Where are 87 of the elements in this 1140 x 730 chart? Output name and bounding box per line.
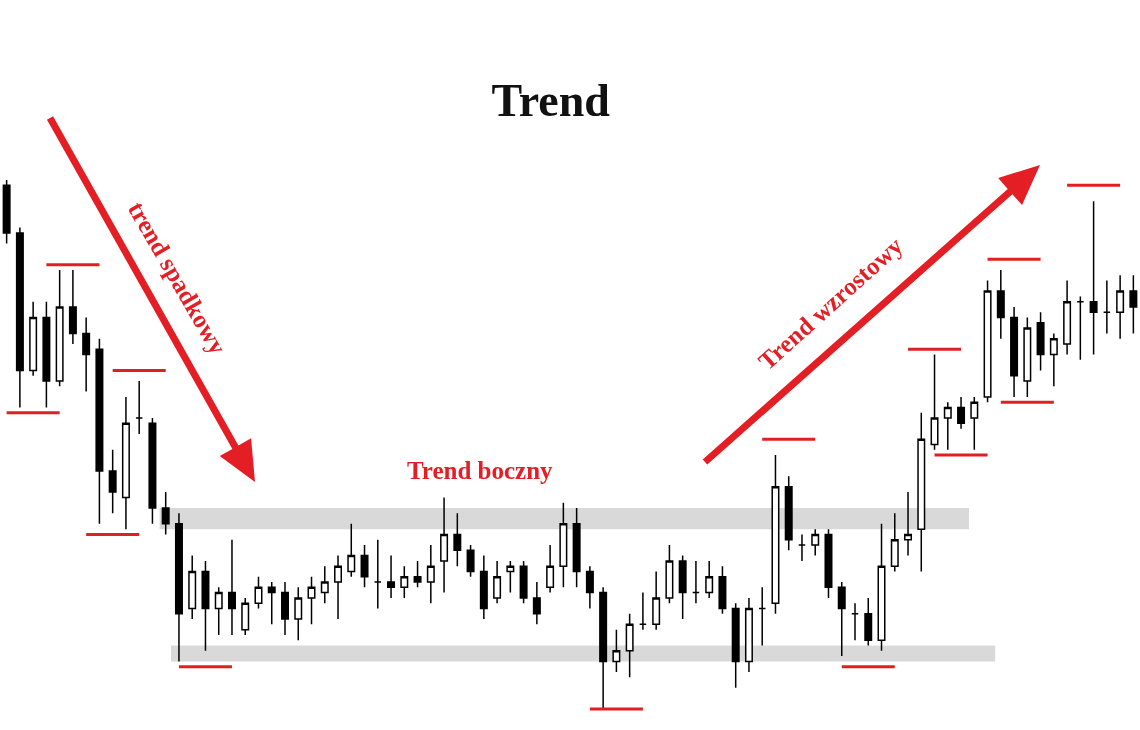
candlestick: [864, 597, 873, 647]
candlestick: [771, 454, 780, 615]
candlestick: [678, 554, 687, 620]
candlestick: [281, 581, 289, 636]
candlestick: [970, 396, 979, 451]
candlestick: [612, 628, 621, 673]
candlestick: [413, 560, 422, 589]
candlestick: [1063, 279, 1072, 356]
candlestick: [68, 269, 77, 345]
candlestick: [1049, 332, 1058, 388]
candlestick: [241, 597, 250, 636]
candlestick: [42, 300, 51, 409]
candlestick: [334, 554, 343, 620]
candlestick: [426, 544, 435, 604]
candlestick: [1116, 274, 1125, 340]
candlestick: [917, 412, 926, 573]
candlestick: [466, 544, 475, 578]
candlestick: [758, 586, 767, 647]
candlestick: [930, 353, 939, 451]
candlestick: [440, 496, 449, 594]
candlestick: [294, 586, 303, 641]
candlestick: [2, 179, 11, 245]
candlestick: [254, 576, 263, 610]
candlestick: [493, 560, 502, 604]
candlestick: [1089, 200, 1098, 356]
candlestick: [797, 533, 806, 562]
candlestick: [996, 269, 1005, 340]
candlestick: [148, 417, 157, 525]
candlestick: [174, 512, 183, 663]
candlestick: [890, 512, 899, 573]
candlestick: [188, 554, 197, 620]
candlestick: [360, 544, 369, 589]
candlestick: [943, 401, 952, 451]
candlestick: [877, 523, 886, 652]
candlestick: [784, 475, 793, 552]
candlestick: [1129, 274, 1138, 335]
candlestick: [585, 565, 594, 610]
candlestick: [15, 226, 24, 409]
candlestick: [161, 491, 170, 536]
candlestick: [519, 560, 528, 604]
candlestick: [347, 523, 356, 578]
candlestick: [214, 586, 223, 636]
candlestick: [599, 586, 608, 710]
candlestick: [55, 269, 64, 388]
candlestick: [638, 591, 647, 631]
candlestick: [718, 565, 727, 615]
candlestick: [625, 613, 634, 679]
candlestick: [320, 565, 329, 604]
candlestick: [1036, 311, 1045, 372]
candlestick: [665, 544, 674, 604]
candlestick: [691, 560, 700, 604]
candlestick: [957, 396, 966, 430]
candlestick: [135, 380, 144, 435]
candlestick: [307, 576, 316, 626]
candlestick: [546, 544, 555, 594]
candlestick: [705, 560, 714, 599]
candlestick: [559, 501, 568, 589]
candlestick: [479, 554, 488, 620]
candlestick: [572, 507, 581, 589]
candlestick: [121, 396, 130, 530]
candlestick: [824, 528, 833, 599]
candlestick: [1102, 279, 1111, 335]
candlestick: [267, 581, 276, 626]
candlestick: [108, 449, 117, 515]
candlestick: [29, 300, 38, 377]
candlestick: [837, 581, 846, 657]
candlestick: [373, 538, 382, 610]
candlestick: [1076, 295, 1085, 361]
candlestick: [400, 565, 409, 599]
candlestick: [652, 570, 661, 631]
candlestick: [983, 279, 992, 403]
chart-title: Trend: [491, 75, 611, 127]
candlestick: [532, 581, 541, 626]
candlestick: [201, 560, 210, 652]
candlestick: [1010, 306, 1019, 398]
candlestick: [1023, 316, 1032, 398]
candlestick: [95, 337, 104, 525]
candlestick: [506, 560, 515, 594]
candlestick: [744, 597, 753, 673]
candlestick: [731, 602, 740, 689]
candlestick: [811, 528, 820, 557]
candlestick: [904, 491, 913, 557]
candlestick: [82, 316, 91, 393]
annotation: Trend boczny: [407, 457, 554, 484]
candlestick: [387, 554, 396, 599]
candlestick: [227, 538, 236, 636]
candlestick: [453, 512, 462, 567]
